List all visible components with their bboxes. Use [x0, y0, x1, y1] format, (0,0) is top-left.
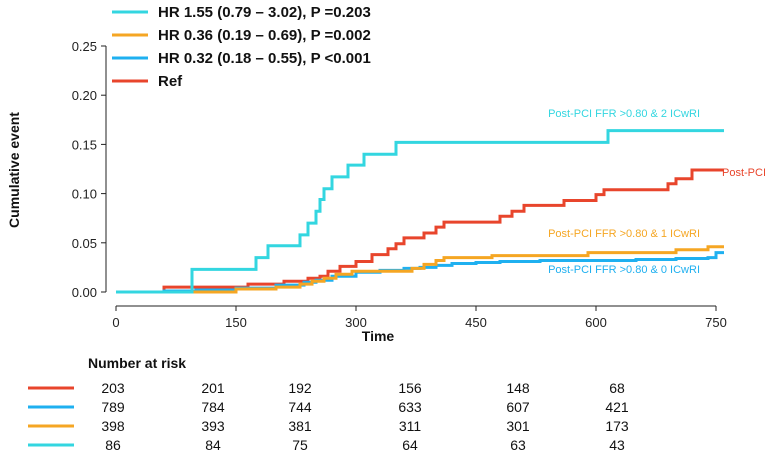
number-at-risk-table: Number at risk 203 201 192 156 148 68 789 784 744…	[28, 355, 629, 453]
curve-post-pci-ffr-0-80-2-icwri	[116, 129, 724, 294]
curve-label: Post-PCI FFR >0.80 & 2 ICwRI	[548, 108, 700, 120]
risk-value: 784	[201, 399, 225, 415]
legend-label: HR 0.32 (0.18 – 0.55), P <0.001	[158, 50, 371, 67]
x-tick-label: 300	[345, 315, 367, 330]
curve-post-pci-ffr-0-80-ref-	[116, 168, 724, 294]
risk-value: 607	[506, 399, 530, 415]
x-axis: 0 150 300 450 600 750 Time	[112, 305, 727, 344]
risk-value: 203	[101, 380, 125, 396]
curve-labels: Post-PCI FFR ≤0.80 (Ref) Post-PCI FFR >0.…	[548, 108, 765, 276]
risk-value: 64	[402, 437, 418, 453]
risk-value: 43	[609, 437, 625, 453]
risk-value: 633	[398, 399, 422, 415]
y-tick-label: 0.00	[72, 285, 97, 300]
risk-value: 744	[288, 399, 312, 415]
survival-curves	[116, 129, 724, 294]
curve-label: Post-PCI FFR ≤0.80 (Ref)	[722, 167, 765, 179]
risk-value: 173	[605, 418, 629, 434]
risk-value: 192	[288, 380, 312, 396]
risk-value: 789	[101, 399, 125, 415]
risk-value: 63	[510, 437, 526, 453]
risk-value: 393	[201, 418, 225, 434]
risk-value: 311	[399, 418, 422, 434]
y-tick-label: 0.20	[72, 88, 97, 103]
curve-label: Post-PCI FFR >0.80 & 0 ICwRI	[548, 264, 700, 276]
y-tick-label: 0.10	[72, 187, 97, 202]
x-tick-label: 150	[225, 315, 247, 330]
legend-label: HR 1.55 (0.79 – 3.02), P =0.203	[158, 4, 371, 21]
y-axis: 0.00 0.05 0.10 0.15 0.20 0.25 Cumulative event	[6, 39, 107, 300]
risk-value: 201	[201, 380, 225, 396]
x-tick-label: 600	[585, 315, 607, 330]
risk-value: 84	[205, 437, 221, 453]
y-axis-title: Cumulative event	[6, 112, 22, 228]
x-tick-label: 0	[112, 315, 119, 330]
risk-value: 398	[101, 418, 125, 434]
risk-value: 75	[292, 437, 308, 453]
risk-value: 421	[605, 399, 629, 415]
legend-label: Ref	[158, 73, 183, 90]
curve-label: Post-PCI FFR >0.80 & 1 ICwRI	[548, 228, 700, 240]
legend: HR 1.55 (0.79 – 3.02), P =0.203 HR 0.36 (…	[112, 4, 371, 90]
x-tick-label: 750	[705, 315, 727, 330]
risk-value: 301	[506, 418, 530, 434]
x-axis-title: Time	[362, 328, 395, 344]
risk-value: 156	[398, 380, 422, 396]
y-tick-label: 0.25	[72, 39, 97, 54]
y-tick-label: 0.05	[72, 236, 97, 251]
risk-value: 381	[288, 418, 312, 434]
risk-value: 68	[609, 380, 625, 396]
risk-table-title: Number at risk	[88, 355, 186, 371]
y-tick-label: 0.15	[72, 137, 97, 152]
risk-value: 148	[506, 380, 530, 396]
legend-label: HR 0.36 (0.19 – 0.69), P =0.002	[158, 27, 371, 44]
x-tick-label: 450	[465, 315, 487, 330]
risk-value: 86	[105, 437, 121, 453]
curve-post-pci-ffr-0-80-1-icwri	[116, 245, 724, 294]
